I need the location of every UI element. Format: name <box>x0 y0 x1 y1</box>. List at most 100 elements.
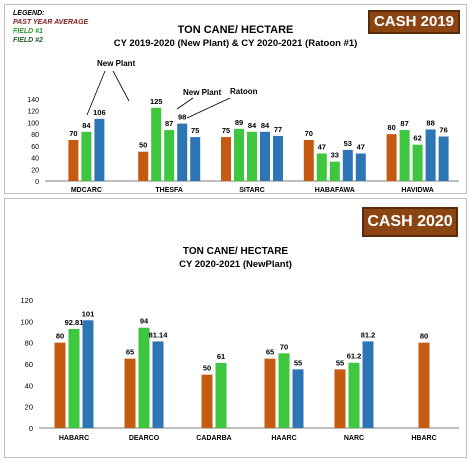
y-tick-label: 0 <box>35 179 39 186</box>
y-tick-label: 20 <box>25 403 33 412</box>
legend-entry-past-year: PAST YEAR AVERAGE <box>13 19 89 26</box>
bar <box>425 129 436 181</box>
bar <box>215 362 227 428</box>
x-tick-label: HAARC <box>271 435 296 442</box>
bar <box>355 153 366 181</box>
bar <box>94 118 105 181</box>
chart-title: TON CANE/ HECTARE <box>182 246 289 257</box>
annotation-arrow <box>176 97 194 110</box>
annotation-label: Ratoon <box>230 87 258 96</box>
bar <box>386 134 397 181</box>
data-label: 47 <box>357 142 365 151</box>
bar <box>221 137 231 181</box>
bar <box>412 144 423 181</box>
y-tick-label: 100 <box>27 120 39 127</box>
bar <box>247 131 257 181</box>
data-label: 84 <box>261 121 270 130</box>
data-label: 101 <box>82 309 95 318</box>
annotation-arrow <box>186 97 231 119</box>
bar <box>152 341 164 428</box>
legend-title: LEGEND: <box>13 10 45 17</box>
x-tick-label: HABARC <box>59 435 89 442</box>
data-label: 80 <box>387 123 395 132</box>
data-label: 94 <box>140 317 149 326</box>
bar <box>278 353 290 428</box>
bar <box>124 358 136 428</box>
y-tick-label: 80 <box>31 132 39 139</box>
data-label: 61 <box>217 352 225 361</box>
data-label: 61.2 <box>347 352 362 361</box>
legend: LEGEND: PAST YEAR AVERAGE FIELD #1 FIELD… <box>13 9 88 45</box>
bar <box>264 358 276 428</box>
legend-entry-field1: FIELD #1 <box>13 28 43 35</box>
data-label: 75 <box>191 126 199 135</box>
x-tick-label: NARC <box>344 435 364 442</box>
data-label: 76 <box>439 125 447 134</box>
y-tick-label: 20 <box>31 167 39 174</box>
data-label: 70 <box>305 129 313 138</box>
y-tick-label: 0 <box>29 424 33 433</box>
bar <box>362 341 374 428</box>
bar <box>348 362 360 428</box>
bar <box>316 153 327 181</box>
bar <box>234 128 244 181</box>
data-label: 33 <box>331 151 339 160</box>
data-label: 87 <box>165 119 173 128</box>
bar <box>68 140 79 181</box>
bar <box>399 130 410 181</box>
cash-2019-badge: CASH 2019 <box>368 10 460 34</box>
data-label: 65 <box>126 348 134 357</box>
bar <box>260 131 270 181</box>
chart-panel-2020: CASH 2020 TON CANE/ HECTARE CY 2020-2021… <box>4 198 467 458</box>
chart-subtitle: CY 2020-2021 (NewPlant) <box>179 259 292 270</box>
bar <box>334 369 346 428</box>
bar <box>418 342 430 428</box>
annotation-label: New Plant <box>183 88 222 97</box>
legend-entry-field2: FIELD #2 <box>13 37 43 44</box>
data-label: 84 <box>82 121 91 130</box>
data-label: 77 <box>274 125 282 134</box>
bar <box>438 136 449 181</box>
data-label: 47 <box>318 142 326 151</box>
bar <box>164 130 175 181</box>
bar <box>292 369 304 428</box>
data-label: 125 <box>150 97 163 106</box>
bar <box>177 123 188 181</box>
data-label: 62 <box>413 134 421 143</box>
data-label: 55 <box>336 358 344 367</box>
bar <box>151 107 162 181</box>
x-tick-label: CADARBA <box>196 435 231 442</box>
data-label: 80 <box>420 332 428 341</box>
data-label: 65 <box>266 348 274 357</box>
data-label: 53 <box>344 139 352 148</box>
x-tick-label: THESFA <box>155 187 183 194</box>
x-tick-label: HBARC <box>411 435 436 442</box>
data-label: 81.2 <box>361 330 376 339</box>
chart-subtitle: CY 2019-2020 (New Plant) & CY 2020-2021 … <box>113 38 358 49</box>
annotation-label: New Plant <box>97 59 136 68</box>
y-tick-label: 60 <box>31 144 39 151</box>
chart-title: TON CANE/ HECTARE <box>177 24 294 36</box>
y-tick-label: 60 <box>25 360 33 369</box>
data-label: 84 <box>248 121 257 130</box>
bar <box>54 342 66 428</box>
bar <box>273 135 283 181</box>
bar <box>342 149 353 181</box>
y-tick-label: 120 <box>20 296 33 305</box>
chart-2019-svg: 0204060801001201407084106MDCARC501258798… <box>27 59 459 194</box>
data-label: 106 <box>93 108 106 117</box>
bar <box>329 161 340 181</box>
data-label: 50 <box>139 141 147 150</box>
bar <box>303 140 314 181</box>
data-label: 75 <box>222 126 230 135</box>
chart-2020-svg: 0204060801001208092.81101HABARC659481.14… <box>20 296 459 442</box>
y-tick-label: 40 <box>25 381 33 390</box>
y-tick-label: 100 <box>20 317 33 326</box>
annotation-arrow <box>112 70 130 102</box>
data-label: 70 <box>69 129 77 138</box>
bar <box>81 131 92 181</box>
cash-2020-badge: CASH 2020 <box>362 207 458 237</box>
bar <box>201 374 213 428</box>
x-tick-label: MDCARC <box>71 187 102 194</box>
data-label: 89 <box>235 118 243 127</box>
